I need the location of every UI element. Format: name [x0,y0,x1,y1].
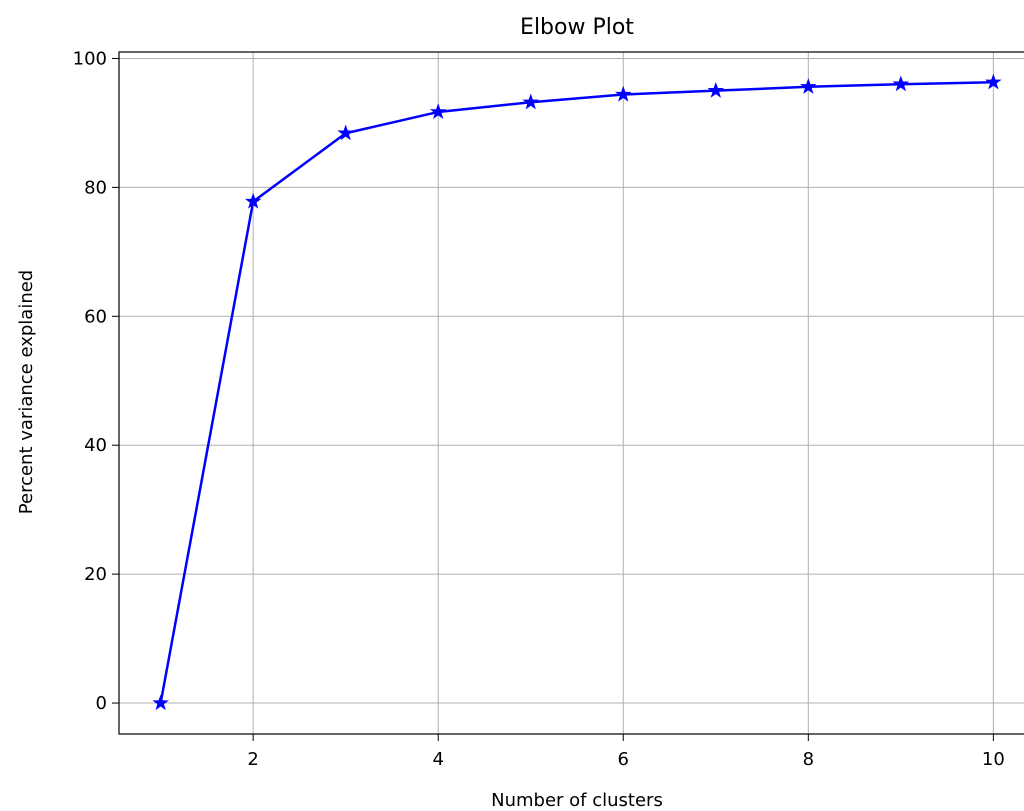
x-tick-label: 6 [618,749,629,770]
y-tick-label: 20 [84,564,107,585]
series-line [159,81,994,704]
chart-title: Elbow Plot [520,15,634,40]
data-point-star [337,124,354,141]
x-axis-title: Number of clusters [491,790,663,811]
y-tick-label: 100 [73,48,107,69]
data-point-star [244,192,262,209]
y-tick-label: 80 [84,177,107,198]
plot-frame [118,51,1024,735]
y-tick-label: 0 [96,693,107,714]
data-series [152,73,1002,711]
data-point-star [152,694,169,711]
data-point-star [429,103,447,120]
data-point-star [892,75,910,92]
data-point-star [707,81,725,98]
y-tick-label: 40 [84,435,107,456]
data-point-star [800,78,817,94]
x-tick-label: 10 [982,749,1005,770]
grid-lines [119,52,1024,734]
data-point-star [522,93,540,110]
x-tick-label: 4 [432,749,443,770]
data-point-star [985,73,1002,90]
x-tick-label: 2 [247,749,258,770]
x-tick-label: 8 [803,749,814,770]
y-tick-label: 60 [84,306,107,327]
data-point-star [614,85,632,102]
y-axis-title: Percent variance explained [16,270,37,514]
